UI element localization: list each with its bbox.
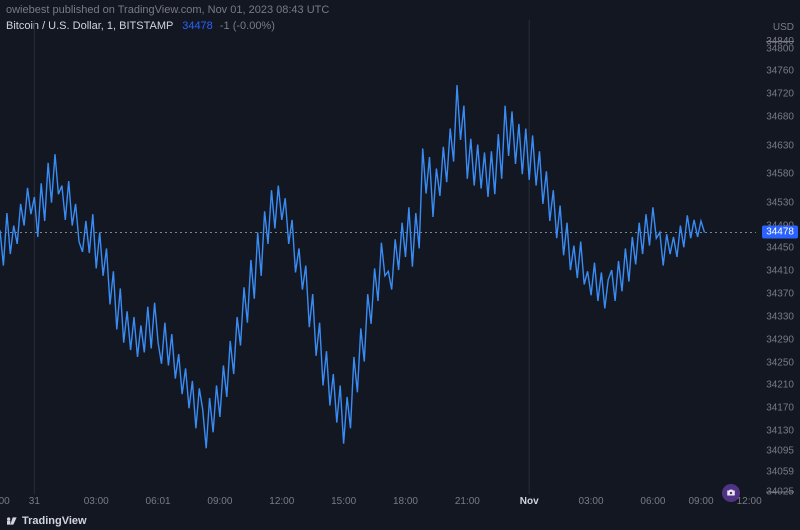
chart-root: { "publish": {"author":"owiebest","site"… xyxy=(0,0,800,530)
current-price-badge[interactable]: 34478 xyxy=(762,226,798,239)
y-tick: 34680 xyxy=(766,112,794,123)
publish-site: TradingView.com xyxy=(118,4,202,16)
y-tick: 34760 xyxy=(766,66,794,77)
y-tick: 34130 xyxy=(766,426,794,437)
brand-footer[interactable]: TradingView xyxy=(6,515,87,527)
x-axis[interactable]: 1:00 31 03:00 06:01 09:00 12:00 15:00 18:00 21:0… xyxy=(0,494,756,512)
y-axis[interactable]: USD 34840 348003476034720346803463034580… xyxy=(756,20,800,494)
y-tick: 34250 xyxy=(766,357,794,368)
publish-author: owiebest xyxy=(6,4,49,16)
y-tick: 34630 xyxy=(766,140,794,151)
x-tick: 15:00 xyxy=(331,496,356,507)
price-chart[interactable] xyxy=(0,20,756,494)
publish-time: 08:43 UTC xyxy=(276,4,329,16)
y-tick: 34370 xyxy=(766,289,794,300)
publish-date: Nov 01, 2023 xyxy=(208,4,273,16)
tradingview-logo-icon xyxy=(6,515,18,527)
y-tick: 34095 xyxy=(766,446,794,457)
y-tick: 34530 xyxy=(766,197,794,208)
y-bottom-strike: 34025 xyxy=(766,487,794,498)
x-tick: 1:00 xyxy=(0,496,10,507)
y-tick: 34580 xyxy=(766,169,794,180)
x-tick: Nov xyxy=(520,496,539,507)
x-tick: 06:00 xyxy=(640,496,665,507)
y-tick: 34059 xyxy=(766,466,794,477)
x-tick: 31 xyxy=(29,496,40,507)
x-tick: 09:00 xyxy=(689,496,714,507)
y-tick: 34170 xyxy=(766,403,794,414)
y-tick: 34720 xyxy=(766,89,794,100)
publish-text: published on xyxy=(52,4,117,16)
snapshot-button[interactable] xyxy=(722,484,740,502)
x-tick: 06:01 xyxy=(146,496,171,507)
x-tick: 03:00 xyxy=(84,496,109,507)
x-tick: 18:00 xyxy=(393,496,418,507)
y-tick: 34800 xyxy=(766,43,794,54)
y-tick: 34290 xyxy=(766,334,794,345)
x-tick: 21:00 xyxy=(455,496,480,507)
y-unit: USD xyxy=(773,22,794,33)
camera-icon xyxy=(726,488,736,498)
x-tick: 12:00 xyxy=(269,496,294,507)
x-tick: 09:00 xyxy=(207,496,232,507)
brand-name: TradingView xyxy=(22,515,87,527)
x-tick: 03:00 xyxy=(579,496,604,507)
y-tick: 34450 xyxy=(766,243,794,254)
publish-info: owiebest published on TradingView.com, N… xyxy=(6,4,329,16)
x-tick: 12:00 xyxy=(737,496,762,507)
y-tick: 34410 xyxy=(766,266,794,277)
y-tick: 34210 xyxy=(766,380,794,391)
y-tick: 34330 xyxy=(766,311,794,322)
